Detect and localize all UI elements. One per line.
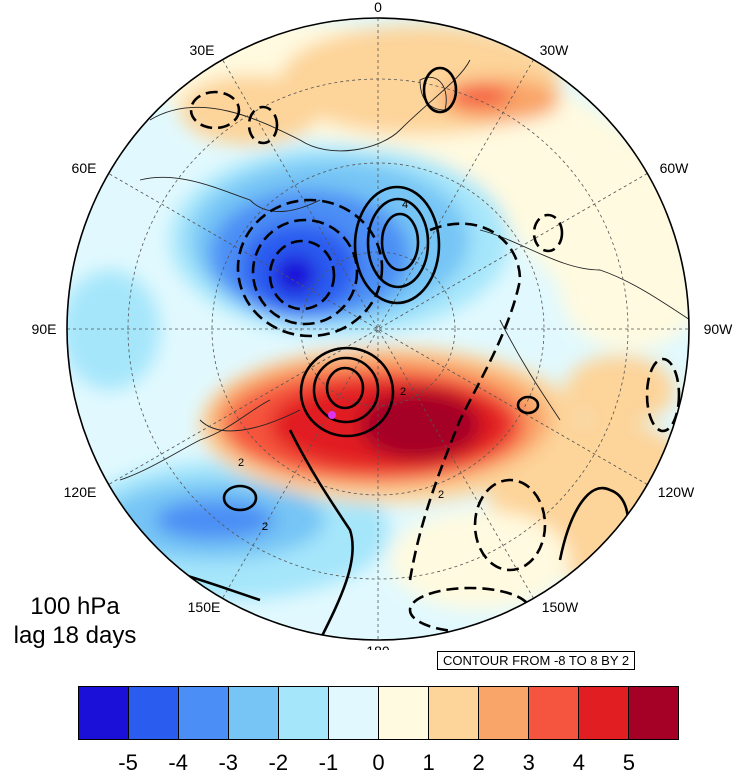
colorbar-tick-labels: -5 -4 -3 -2 -1 0 1 2 3 4 5 [78,750,679,780]
colorbar-swatch [529,687,579,739]
colorbar-swatch [179,687,229,739]
colorbar-tick: -1 [318,750,339,775]
colorbar-tick: -5 [118,750,138,775]
lon-label-90e: 90E [32,321,57,337]
colorbar-tick: -4 [168,750,188,775]
colorbar-tick: -2 [268,750,289,775]
lon-label-120e: 120E [64,484,97,500]
graticule [67,18,689,640]
contour-label: 4 [402,199,408,211]
colorbar-swatch [479,687,529,739]
coastlines [119,59,689,481]
colorbar-swatch [429,687,479,739]
colorbar-tick: 2 [472,750,485,775]
pressure-level-label: 100 hPa [30,593,120,620]
contour-info-box: CONTOUR FROM -8 TO 8 BY 2 [437,651,636,670]
colorbar-swatch [379,687,429,739]
colorbar-tick: 4 [572,750,585,775]
colorbar-tick: 1 [422,750,435,775]
lon-label-60e: 60E [72,160,97,176]
lon-label-0: 0 [374,0,382,15]
contour-label: 2 [262,521,268,533]
lon-label-180: 180 [366,643,390,650]
colorbar-swatch [279,687,329,739]
lon-label-30e: 30E [190,42,215,58]
anomaly-field: 4 2 2 2 2 [67,18,689,640]
contour-label: 2 [238,457,244,469]
lon-label-30w: 30W [540,42,570,58]
lon-label-150e: 150E [188,599,221,615]
contour-label: 2 [400,386,406,398]
colorbar-tick: 3 [522,750,535,775]
colorbar-tick: -3 [218,750,239,775]
colorbar-swatch [579,687,629,739]
colorbar-swatch [229,687,279,739]
lon-label-90w: 90W [704,321,734,337]
colorbar-tick: 0 [372,750,385,775]
colorbar-swatch [129,687,179,739]
colorbar-swatch [79,687,129,739]
map-boundary [66,17,690,641]
colorbar-swatch [629,687,678,739]
colorbar [78,686,679,740]
contour-labels: 4 2 2 2 2 [238,199,444,533]
lon-label-60w: 60W [660,160,690,176]
lon-label-120w: 120W [658,484,695,500]
colorbar-swatch [329,687,379,739]
lag-label: lag 18 days [13,622,137,649]
lon-label-150w: 150W [542,599,579,615]
polar-map: 4 2 2 2 2 0 30W 60W 90W 120W 150W 180 15… [32,0,734,650]
colorbar-tick: 5 [622,750,636,775]
contour-label: 2 [438,489,444,501]
location-marker [328,411,336,419]
